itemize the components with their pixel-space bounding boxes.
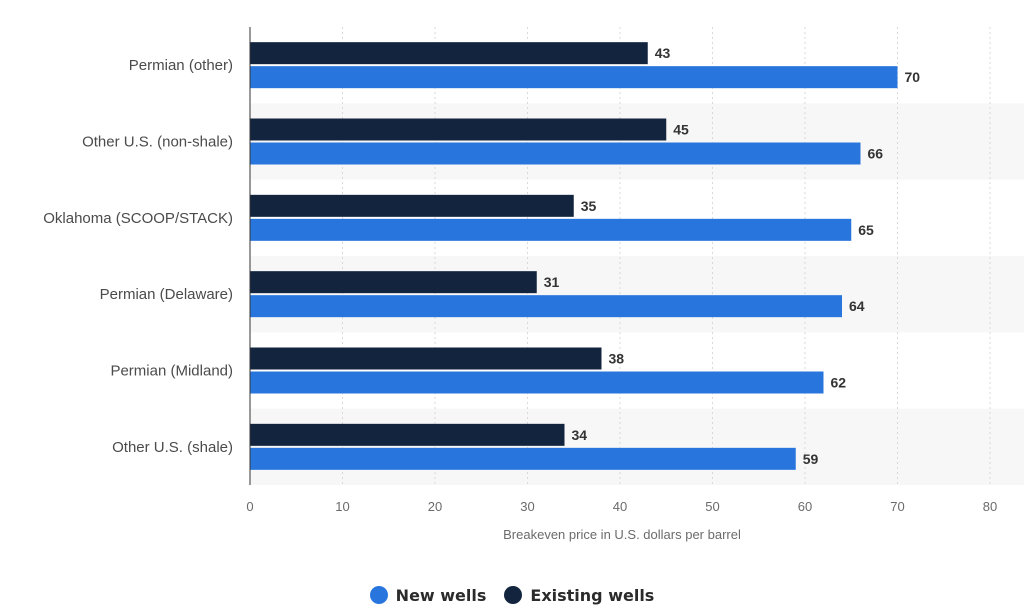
category-band bbox=[250, 103, 1024, 180]
legend-marker-existing-wells bbox=[504, 586, 523, 604]
legend-label-new-wells: New wells bbox=[395, 585, 487, 605]
x-tick-label: 50 bbox=[705, 499, 719, 514]
bar-new-wells[interactable] bbox=[250, 371, 824, 394]
bar-chart: 43 70 45 66 35 65 31 64 38 62 34 59 Permian (other)… bbox=[43, 27, 1024, 542]
category-band bbox=[250, 408, 1024, 485]
x-tick-label: 20 bbox=[428, 499, 442, 514]
x-tick-labels: 0 10 20 30 40 50 60 70 80 bbox=[246, 499, 997, 514]
value-label-existing-wells: 34 bbox=[572, 427, 588, 443]
category-bands bbox=[250, 103, 1024, 485]
x-tick-label: 70 bbox=[890, 499, 904, 514]
value-label-new-wells: 59 bbox=[803, 451, 819, 467]
value-label-existing-wells: 43 bbox=[655, 45, 671, 61]
grid-lines bbox=[342, 27, 991, 485]
bar-existing-wells[interactable] bbox=[250, 118, 667, 141]
bar-existing-wells[interactable] bbox=[250, 42, 648, 65]
category-label: Oklahoma (SCOOP/STACK) bbox=[43, 210, 233, 227]
category-label: Permian (Midland) bbox=[110, 363, 233, 380]
x-tick-label: 10 bbox=[335, 499, 349, 514]
value-label-new-wells: 66 bbox=[868, 146, 884, 162]
bar-existing-wells[interactable] bbox=[250, 423, 565, 446]
x-tick-label: 0 bbox=[246, 499, 253, 514]
bar-existing-wells[interactable] bbox=[250, 194, 574, 217]
bars bbox=[250, 42, 898, 470]
value-labels: 43 70 45 66 35 65 31 64 38 62 34 59 bbox=[544, 45, 921, 467]
legend: New wells Existing wells bbox=[0, 582, 1024, 608]
x-tick-label: 80 bbox=[983, 499, 997, 514]
category-band bbox=[250, 256, 1024, 333]
category-label: Other U.S. (non-shale) bbox=[82, 134, 233, 151]
legend-item-new-wells[interactable]: New wells bbox=[369, 585, 487, 605]
bar-new-wells[interactable] bbox=[250, 447, 796, 470]
bar-new-wells[interactable] bbox=[250, 142, 861, 165]
legend-item-existing-wells[interactable]: Existing wells bbox=[504, 586, 654, 605]
value-label-new-wells: 65 bbox=[858, 222, 874, 238]
bar-existing-wells[interactable] bbox=[250, 271, 537, 294]
bar-new-wells[interactable] bbox=[250, 66, 898, 89]
x-axis-title: Breakeven price in U.S. dollars per barr… bbox=[503, 527, 741, 542]
value-label-existing-wells: 31 bbox=[544, 274, 560, 290]
value-label-existing-wells: 45 bbox=[673, 122, 689, 138]
value-label-new-wells: 62 bbox=[831, 375, 847, 391]
bar-new-wells[interactable] bbox=[250, 218, 852, 241]
category-label: Other U.S. (shale) bbox=[112, 439, 233, 456]
category-labels: Permian (other) Other U.S. (non-shale) Okl… bbox=[43, 57, 233, 456]
legend-label-existing-wells: Existing wells bbox=[530, 585, 655, 605]
legend-marker-new-wells bbox=[369, 586, 388, 604]
category-label: Permian (Delaware) bbox=[100, 286, 233, 303]
bar-existing-wells[interactable] bbox=[250, 347, 602, 370]
x-tick-label: 60 bbox=[798, 499, 812, 514]
bar-new-wells[interactable] bbox=[250, 295, 842, 318]
x-tick-label: 30 bbox=[520, 499, 534, 514]
x-tick-label: 40 bbox=[613, 499, 627, 514]
value-label-existing-wells: 35 bbox=[581, 198, 597, 214]
value-label-existing-wells: 38 bbox=[609, 351, 625, 367]
value-label-new-wells: 64 bbox=[849, 298, 865, 314]
category-label: Permian (other) bbox=[129, 57, 233, 74]
value-label-new-wells: 70 bbox=[905, 69, 921, 85]
